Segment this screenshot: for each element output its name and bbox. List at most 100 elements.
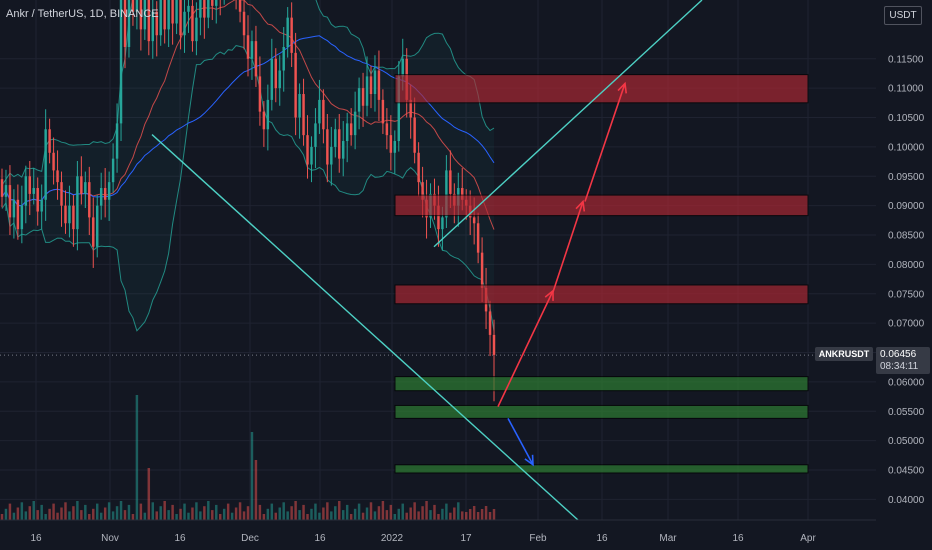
- x-tick-label: 2022: [381, 533, 404, 544]
- candle: [167, 0, 170, 30]
- candle: [437, 205, 440, 230]
- candle: [0, 179, 4, 197]
- chart-title: Ankr / TetherUS, 1D, BINANCE: [6, 8, 159, 20]
- volume-bar: [258, 504, 262, 520]
- candle: [389, 135, 393, 153]
- candles: [0, 0, 496, 402]
- volume-bar: [484, 506, 488, 520]
- volume-bar: [461, 511, 464, 520]
- candle: [472, 217, 476, 224]
- candle: [290, 17, 293, 53]
- candle: [294, 52, 297, 118]
- candle: [103, 188, 107, 200]
- volume-bar: [464, 512, 468, 520]
- candle: [163, 0, 166, 30]
- candle: [183, 11, 186, 36]
- x-tick-label: Feb: [529, 533, 547, 544]
- y-tick-label: 0.08000: [888, 260, 925, 271]
- candle: [413, 117, 416, 153]
- volume-bar: [111, 511, 115, 520]
- volume-bar: [397, 508, 401, 520]
- y-tick-label: 0.11500: [888, 54, 924, 65]
- projection-arrow-up: [584, 83, 626, 202]
- volume-bar: [4, 508, 8, 520]
- descending-trendline: [151, 134, 579, 521]
- volume-bar: [218, 514, 222, 520]
- volume-bar: [159, 506, 162, 520]
- band-upper: [1, 0, 495, 186]
- candle: [175, 0, 178, 24]
- candle: [409, 99, 412, 118]
- volume-bar: [377, 506, 381, 520]
- candle: [92, 217, 95, 247]
- candle: [449, 170, 452, 194]
- candle: [334, 129, 337, 147]
- volume-bar: [123, 510, 127, 520]
- currency-button[interactable]: USDT: [884, 6, 922, 25]
- volume-bar: [32, 501, 35, 520]
- volume-bar: [441, 508, 444, 520]
- candle: [330, 146, 333, 165]
- y-tick-label: 0.04000: [888, 495, 925, 506]
- candle: [119, 0, 123, 124]
- candle: [480, 252, 484, 288]
- symbol-badge: ANKRUSDT: [815, 347, 873, 361]
- volume-bar: [175, 514, 178, 520]
- volume-bar: [302, 504, 305, 520]
- candle: [338, 129, 341, 159]
- volume-bar: [115, 506, 119, 520]
- volume-bar: [453, 507, 456, 520]
- volume-bar: [183, 503, 186, 520]
- volume-bar: [393, 514, 397, 520]
- volume-bar: [119, 501, 123, 520]
- y-tick-label: 0.08500: [888, 231, 925, 242]
- volume-bar: [131, 514, 135, 520]
- candle: [274, 58, 278, 89]
- candle: [44, 129, 47, 200]
- volume-bar: [457, 502, 460, 520]
- candle: [322, 99, 325, 130]
- volume-bar: [163, 501, 166, 520]
- candle: [159, 0, 162, 36]
- candle: [199, 0, 202, 18]
- projection-arrow-down-head: [524, 454, 534, 467]
- candle: [393, 141, 397, 153]
- volume-bar: [480, 509, 484, 520]
- candle: [179, 0, 182, 36]
- candle: [242, 11, 246, 36]
- ascending-trendline: [433, 0, 703, 248]
- y-tick-label: 0.04500: [888, 466, 925, 477]
- candle: [60, 182, 63, 206]
- candle: [12, 199, 16, 218]
- candle: [40, 199, 43, 212]
- volume-bar: [437, 514, 440, 520]
- volume-bars: [0, 395, 496, 520]
- volume-bar: [151, 502, 155, 520]
- candle: [215, 0, 218, 6]
- candle: [361, 88, 365, 106]
- candle: [341, 141, 345, 159]
- x-tick-label: Dec: [241, 533, 259, 544]
- volume-bar: [286, 511, 289, 520]
- volume-bar: [230, 512, 234, 520]
- volume-bar: [135, 395, 139, 520]
- volume-bar: [278, 507, 281, 520]
- volume-bar: [226, 503, 230, 520]
- volume-bar: [234, 507, 238, 520]
- y-axis: 0.11500 0.11000 0.10500 0.10000 0.09500 0.090…: [888, 54, 925, 506]
- candle: [127, 0, 131, 48]
- volume-bar: [373, 511, 377, 520]
- volume-bar: [56, 512, 59, 520]
- x-tick-label: 16: [314, 533, 326, 544]
- candle: [238, 0, 242, 12]
- candle: [353, 111, 357, 136]
- volume-bar: [44, 514, 47, 520]
- volume-bar: [282, 502, 285, 520]
- candle: [187, 5, 190, 12]
- volume-bar: [103, 507, 107, 520]
- volume-bar: [365, 507, 369, 520]
- candle: [64, 205, 67, 224]
- volume-bar: [52, 503, 55, 520]
- y-tick-label: 0.10000: [888, 142, 925, 153]
